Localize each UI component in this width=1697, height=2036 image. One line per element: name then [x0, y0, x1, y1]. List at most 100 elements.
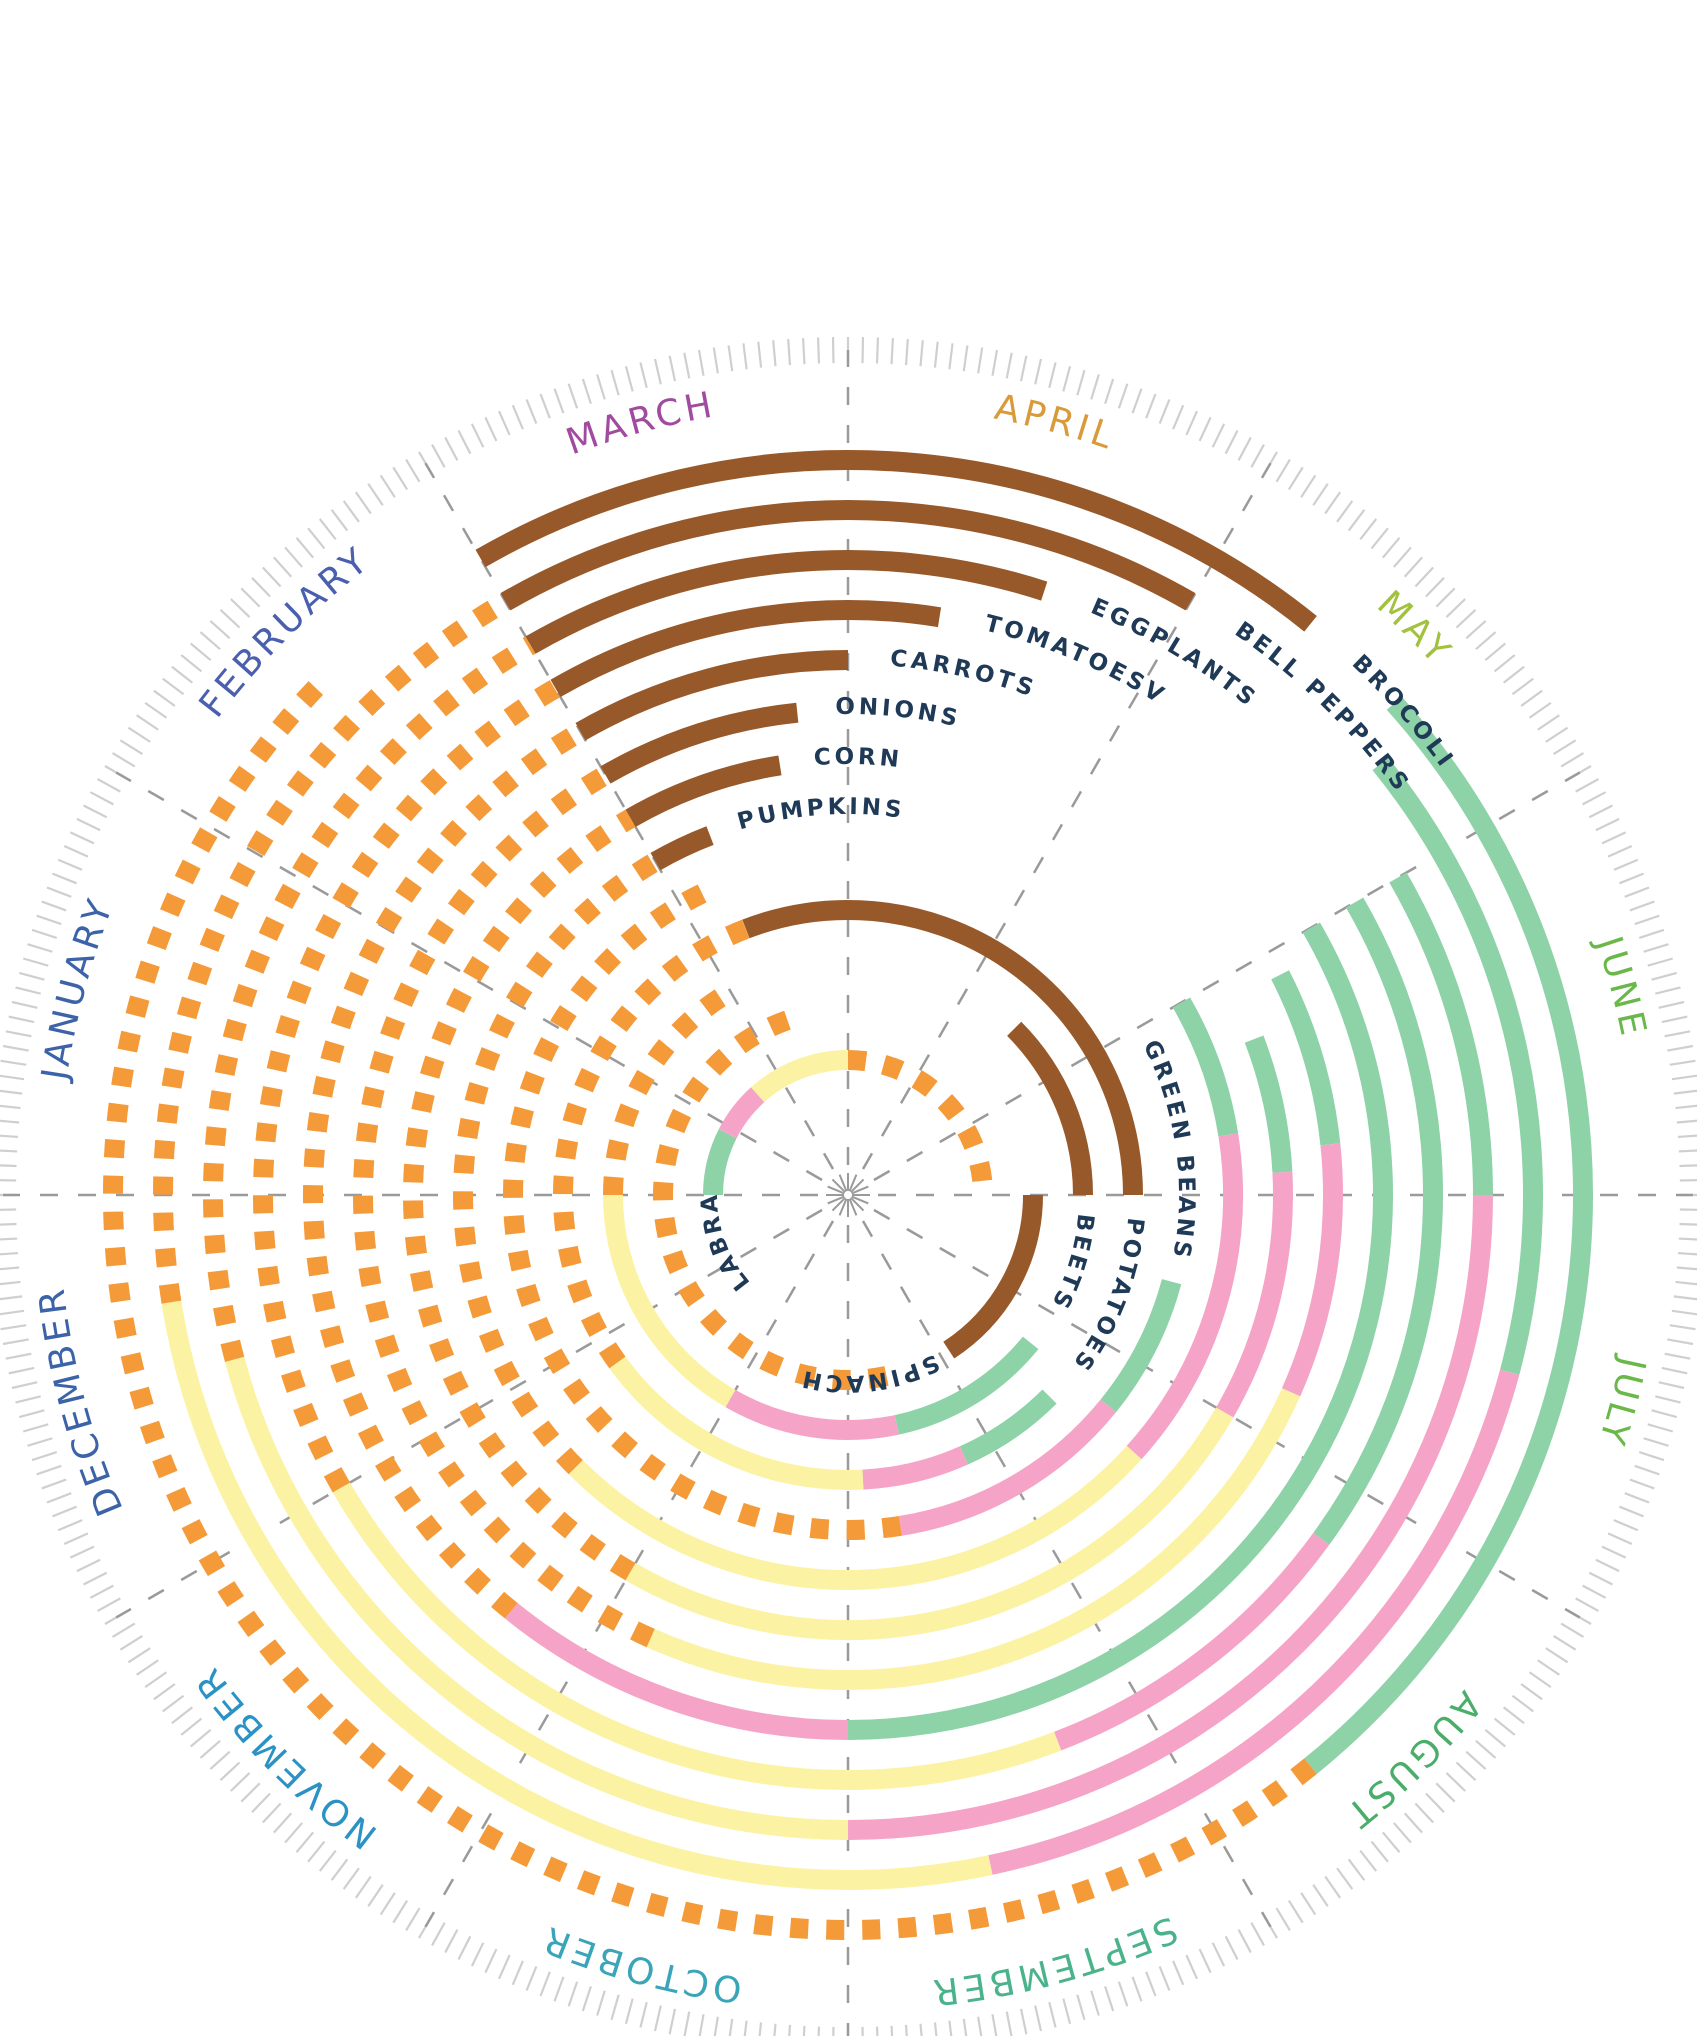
ring-tick — [890, 338, 895, 365]
ring-tick — [1520, 689, 1543, 707]
ring-tick — [367, 1884, 384, 1907]
ring-tick — [1678, 1237, 1697, 1241]
crop-arc-late — [603, 1194, 736, 1408]
ring-tick — [1651, 1409, 1678, 1419]
ring-tick — [1211, 423, 1226, 448]
ring-tick — [977, 347, 984, 374]
ring-tick — [89, 791, 114, 806]
ring-tick — [0, 1237, 18, 1241]
ring-tick — [1475, 631, 1497, 650]
ring-tick — [933, 341, 939, 368]
ring-tick — [1324, 1875, 1342, 1899]
ring-tick — [697, 349, 705, 376]
ring-tick — [1601, 831, 1627, 845]
crop-arc-indoor — [475, 450, 1317, 632]
ring-tick — [1502, 665, 1525, 684]
crop-arc-harvest — [1054, 1532, 1330, 1751]
ring-tick — [1403, 1812, 1423, 1834]
ring-tick — [1655, 986, 1681, 995]
ring-tick — [1370, 1840, 1389, 1863]
ring-tick — [1619, 872, 1644, 885]
ring-tick — [1131, 388, 1143, 414]
ring-tick — [1312, 1884, 1329, 1907]
ring-tick — [318, 518, 337, 541]
ring-tick — [1019, 355, 1028, 382]
ring-tick — [653, 2005, 662, 2032]
ring-tick — [904, 2024, 908, 2036]
ring-tick — [1607, 845, 1633, 858]
ring-tick — [1601, 1545, 1627, 1559]
ring-tick — [788, 2024, 792, 2036]
ring-tick — [162, 1694, 185, 1713]
ring-tick — [1520, 1683, 1543, 1701]
ring-tick — [119, 739, 144, 756]
star-ray — [827, 1185, 845, 1195]
ring-tick — [1465, 620, 1487, 640]
ring-tick — [0, 1222, 17, 1226]
ring-tick — [22, 1423, 49, 1433]
ring-tick — [1588, 1571, 1613, 1586]
ring-tick — [63, 845, 89, 858]
ring-tick — [1676, 1266, 1697, 1271]
crop-arc-dormant — [553, 919, 750, 1369]
star-ray — [831, 1178, 846, 1193]
ring-tick — [904, 339, 909, 366]
ring-tick — [97, 1597, 121, 1612]
ring-tick — [1455, 609, 1477, 629]
ring-tick — [933, 2022, 938, 2036]
ring-tick — [1198, 1948, 1212, 1974]
ring-tick — [295, 537, 315, 559]
ring-tick — [1560, 1622, 1585, 1638]
ring-tick — [1667, 1338, 1694, 1346]
ring-tick — [742, 343, 748, 370]
ring-tick — [457, 1935, 472, 1960]
ring-tick — [251, 1792, 271, 1813]
crop-arc-indoor — [1007, 1021, 1093, 1196]
ring-tick — [1145, 1971, 1157, 1997]
ring-tick — [162, 677, 185, 696]
ring-tick — [1624, 1492, 1650, 1504]
ring-tick — [22, 957, 49, 967]
ring-tick — [1465, 1750, 1487, 1770]
ring-tick — [307, 527, 326, 550]
ring-tick — [342, 500, 360, 523]
ring-tick — [1664, 1030, 1691, 1038]
crop-arc-dormant — [103, 668, 1317, 1940]
ring-tick — [119, 1634, 144, 1651]
ring-tick — [498, 410, 511, 436]
ring-tick — [307, 1840, 326, 1863]
crop-arc-dormant — [203, 636, 536, 1362]
ring-tick — [46, 886, 72, 898]
ring-tick — [354, 1875, 372, 1899]
ring-tick — [1117, 1981, 1129, 2007]
crop-arc-indoor — [625, 755, 782, 827]
ring-tick — [624, 365, 634, 392]
ring-tick — [948, 2020, 953, 2036]
ring-tick — [1300, 474, 1317, 498]
ring-tick — [0, 1089, 23, 1095]
ring-tick — [0, 1280, 21, 1286]
ring-tick — [743, 2020, 748, 2036]
crop-arc-indoor — [550, 600, 942, 698]
ring-tick — [0, 1266, 20, 1271]
ring-tick — [144, 701, 168, 719]
ring-tick — [948, 343, 954, 370]
crop-label: CORN — [813, 744, 904, 773]
ring-tick — [1393, 546, 1412, 568]
star-ray — [838, 1174, 848, 1192]
ring-tick — [962, 2018, 968, 2036]
ring-tick — [1560, 752, 1585, 768]
ring-tick — [1671, 1074, 1697, 1081]
ring-tick — [15, 1395, 41, 1404]
ring-tick — [83, 1571, 108, 1586]
ring-tick — [262, 1802, 282, 1824]
ring-tick — [539, 1971, 551, 1997]
center-star-icon — [826, 1173, 870, 1217]
ring-tick — [1185, 1954, 1198, 1980]
ring-tick — [97, 778, 121, 793]
ring-tick — [1484, 1728, 1506, 1748]
ring-tick — [1502, 1706, 1525, 1725]
star-ray — [850, 1178, 865, 1193]
ring-tick — [1679, 1164, 1697, 1168]
